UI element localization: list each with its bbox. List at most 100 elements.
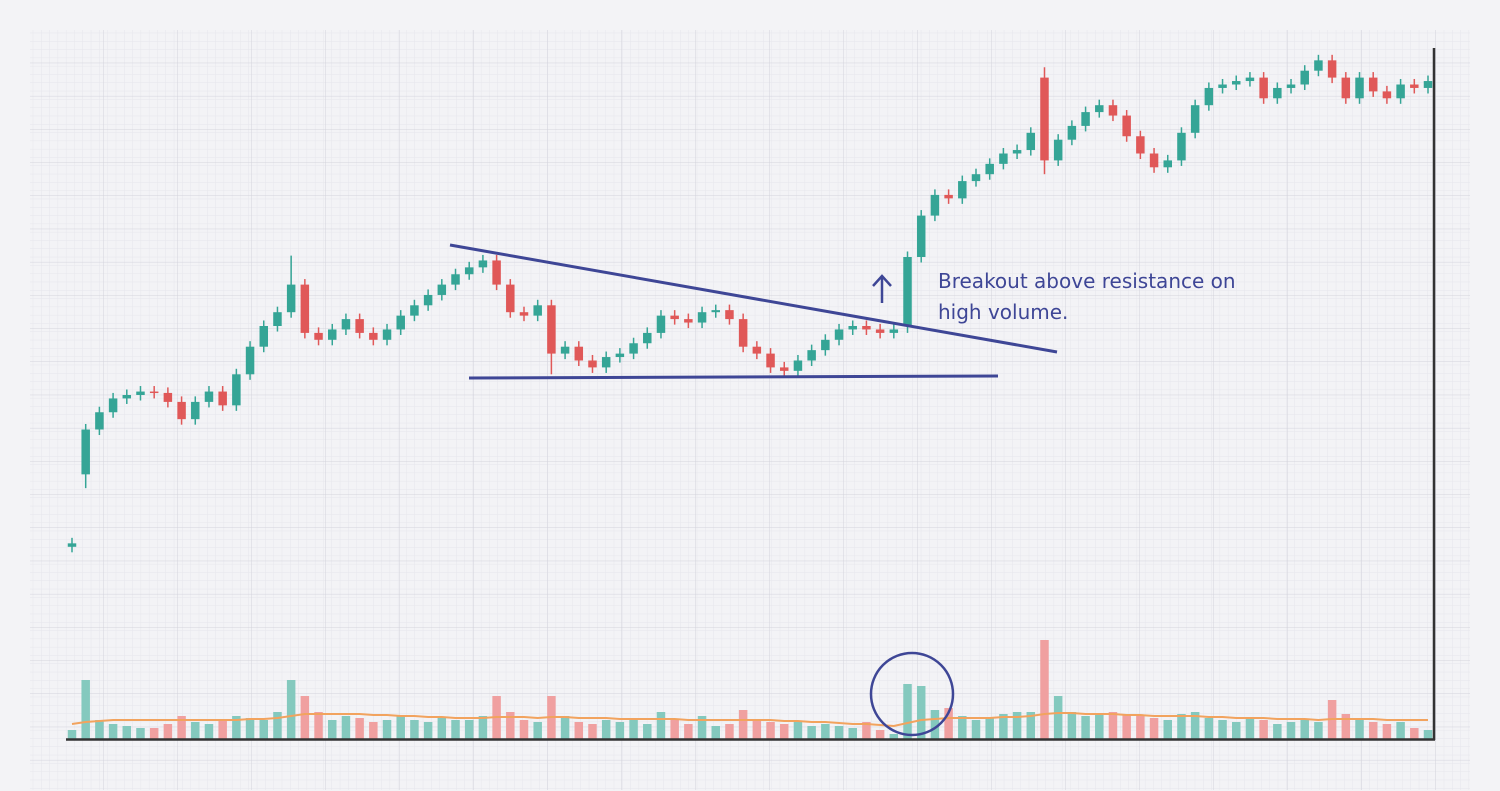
volume-bar xyxy=(1081,716,1090,740)
volume-bar xyxy=(177,716,186,740)
candle-body xyxy=(999,153,1008,164)
volume-bar xyxy=(1122,714,1131,740)
volume-bar xyxy=(1136,716,1145,740)
volume-highlight xyxy=(869,651,955,737)
breakout-arrow xyxy=(872,274,892,303)
volume-bar xyxy=(1218,720,1227,740)
candle-body xyxy=(300,284,310,333)
volume-bar xyxy=(1286,722,1296,740)
volume-bar xyxy=(752,720,762,740)
volume-bar xyxy=(451,720,460,740)
volume-bar xyxy=(821,724,830,740)
volume-bar xyxy=(423,722,433,740)
plot xyxy=(67,54,1433,740)
candle-body xyxy=(848,326,857,330)
candle-body xyxy=(108,398,118,413)
candle-body xyxy=(533,305,542,316)
volume-bar xyxy=(779,724,789,740)
candle-body xyxy=(547,305,556,354)
candle-body xyxy=(889,329,899,333)
candle-body xyxy=(1040,77,1049,161)
candle-body xyxy=(779,367,789,371)
candle-body xyxy=(1410,84,1419,88)
candle-body xyxy=(286,284,296,313)
volume-bar xyxy=(437,718,447,740)
volume-bar xyxy=(643,724,652,740)
candle-body xyxy=(67,543,77,547)
candle-body xyxy=(821,339,830,351)
volume-bar xyxy=(958,716,967,740)
candle-body xyxy=(81,429,90,475)
volume-bar xyxy=(903,684,912,740)
candle-body xyxy=(1382,91,1392,99)
candle-body xyxy=(506,284,515,313)
volume-bar xyxy=(1245,718,1255,740)
candle-body xyxy=(793,360,803,371)
candle-body xyxy=(1177,132,1186,161)
volume-bar xyxy=(218,720,227,740)
volume-bar xyxy=(738,710,748,740)
volume-bar xyxy=(944,708,953,740)
candle-body xyxy=(629,343,638,354)
volume-bar xyxy=(273,712,282,740)
volume-bar xyxy=(697,716,707,740)
candle-body xyxy=(1314,60,1323,71)
volume-bar xyxy=(848,728,857,740)
candle-body xyxy=(122,395,132,399)
volume-bar xyxy=(588,724,597,740)
candle-body xyxy=(245,346,255,375)
volume-bar xyxy=(314,712,323,740)
volume-bar xyxy=(204,724,214,740)
volume-bar xyxy=(725,724,734,740)
volume-bar xyxy=(601,720,611,740)
volume-bar xyxy=(382,720,392,740)
candle-body xyxy=(670,315,679,320)
volume-bar xyxy=(122,726,132,740)
candle-body xyxy=(437,284,447,295)
candle-body xyxy=(574,346,584,361)
candle-body xyxy=(1245,77,1255,82)
candle-body xyxy=(1273,87,1282,99)
candle-body xyxy=(601,357,611,368)
candle-body xyxy=(1053,139,1063,161)
volume-bar xyxy=(163,724,173,740)
volume-bar xyxy=(766,722,775,740)
candle-body xyxy=(1286,84,1296,88)
volume-bar xyxy=(670,720,679,740)
volume-bar xyxy=(889,734,899,740)
candle-body xyxy=(204,391,214,402)
volume-bar xyxy=(1040,640,1049,740)
volume-bar xyxy=(684,724,693,740)
volume-bar xyxy=(1231,722,1241,740)
volume-bar xyxy=(1300,720,1309,740)
candle-body xyxy=(1012,150,1022,154)
candle-body xyxy=(1122,115,1131,137)
candle-body xyxy=(1204,87,1214,106)
candle-body xyxy=(738,319,748,347)
candle-body xyxy=(807,350,816,361)
volume-bar xyxy=(369,722,378,740)
volume-bar xyxy=(136,728,145,740)
candle-body xyxy=(1026,132,1036,151)
volume-bar xyxy=(862,722,871,740)
candle-body xyxy=(1190,105,1200,133)
volume-bar xyxy=(232,716,241,740)
candle-body xyxy=(149,391,159,394)
candle-body xyxy=(396,315,405,330)
candle-body xyxy=(369,332,378,340)
candle-body xyxy=(697,312,707,323)
volume-bar xyxy=(793,722,803,740)
candle-body xyxy=(136,391,145,395)
candle-body xyxy=(163,392,173,402)
candle-body xyxy=(862,326,871,330)
candle-body xyxy=(423,294,433,306)
volume-bar xyxy=(1259,720,1268,740)
candle-body xyxy=(944,194,953,199)
candle-body xyxy=(451,274,460,285)
candle-body xyxy=(519,312,529,316)
volume-bar xyxy=(1177,714,1186,740)
volume-bar xyxy=(1190,712,1200,740)
volume-bar xyxy=(341,716,351,740)
candle-body xyxy=(1218,84,1227,88)
